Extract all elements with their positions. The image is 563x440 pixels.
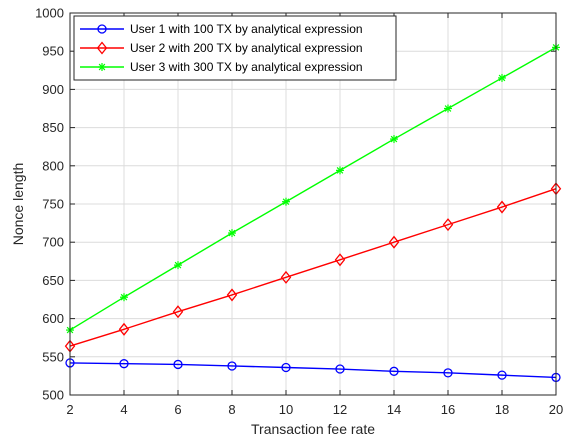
series-line bbox=[69, 188, 557, 347]
data-point bbox=[388, 235, 400, 249]
x-tick-label: 12 bbox=[333, 402, 347, 417]
data-point bbox=[280, 270, 292, 284]
data-point bbox=[497, 370, 507, 380]
data-point bbox=[172, 305, 184, 319]
data-point bbox=[228, 229, 236, 238]
legend-label: User 2 with 200 TX by analytical express… bbox=[130, 41, 363, 55]
y-tick-label: 700 bbox=[42, 235, 64, 250]
data-point bbox=[336, 166, 344, 175]
x-tick-label: 14 bbox=[387, 402, 401, 417]
data-point bbox=[443, 368, 453, 378]
data-point bbox=[227, 361, 237, 371]
legend-entry: User 3 with 300 TX by analytical express… bbox=[80, 60, 363, 74]
legend-entry: User 2 with 200 TX by analytical express… bbox=[80, 41, 363, 55]
data-point bbox=[120, 293, 128, 302]
data-point bbox=[444, 104, 452, 113]
x-tick-label: 6 bbox=[174, 402, 181, 417]
x-tick-label: 8 bbox=[228, 402, 235, 417]
y-tick-label: 650 bbox=[42, 273, 64, 288]
y-tick-label: 800 bbox=[42, 158, 64, 173]
y-axis-label: Nonce length bbox=[10, 163, 26, 246]
data-point bbox=[97, 24, 107, 34]
y-tick-label: 500 bbox=[42, 388, 64, 403]
legend-box bbox=[73, 15, 397, 81]
x-tick-label: 2 bbox=[66, 402, 73, 417]
data-point bbox=[226, 288, 238, 302]
legend: User 1 with 100 TX by analytical express… bbox=[73, 15, 397, 81]
data-point bbox=[334, 253, 346, 267]
x-tick-label: 10 bbox=[279, 402, 293, 417]
data-point bbox=[281, 362, 291, 373]
data-point bbox=[496, 200, 508, 214]
legend-label: User 3 with 300 TX by analytical express… bbox=[130, 60, 363, 74]
data-point bbox=[118, 322, 130, 336]
data-point bbox=[174, 261, 182, 270]
data-point bbox=[119, 359, 129, 369]
y-tick-label: 850 bbox=[42, 120, 64, 135]
data-point bbox=[173, 359, 183, 370]
data-point bbox=[335, 364, 345, 374]
legend-entry: User 1 with 100 TX by analytical express… bbox=[80, 22, 363, 36]
y-tick-label: 1000 bbox=[35, 6, 64, 21]
x-tick-label: 18 bbox=[495, 402, 509, 417]
data-point bbox=[389, 366, 399, 376]
series-2 bbox=[64, 182, 562, 353]
series-line bbox=[69, 46, 557, 331]
data-point bbox=[442, 218, 454, 232]
x-tick-label: 16 bbox=[441, 402, 455, 417]
data-point bbox=[96, 41, 108, 55]
x-tick-label: 20 bbox=[549, 402, 563, 417]
data-point bbox=[282, 197, 290, 206]
x-tick-label: 4 bbox=[120, 402, 127, 417]
y-tick-label: 950 bbox=[42, 44, 64, 59]
y-tick-label: 550 bbox=[42, 349, 64, 364]
data-point bbox=[498, 73, 506, 82]
data-point bbox=[390, 135, 398, 144]
x-axis-label: Transaction fee rate bbox=[251, 421, 375, 437]
y-tick-label: 600 bbox=[42, 311, 64, 326]
y-tick-label: 750 bbox=[42, 197, 64, 212]
legend-label: User 1 with 100 TX by analytical express… bbox=[130, 22, 363, 36]
y-tick-label: 900 bbox=[42, 82, 64, 97]
y-axis-ticks: 500 550 600 650 700 750 800 850 900 950 1000 bbox=[35, 6, 556, 403]
data-point bbox=[98, 63, 106, 71]
x-axis-ticks: 2 4 6 8 10 12 14 16 18 20 bbox=[66, 13, 563, 417]
series-line bbox=[69, 362, 557, 379]
